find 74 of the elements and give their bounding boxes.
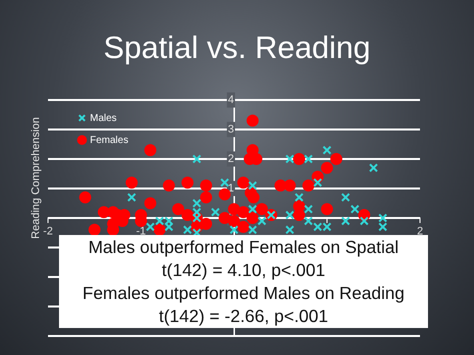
point xyxy=(321,203,333,216)
x-tick-label: -2 xyxy=(43,226,53,238)
point xyxy=(126,176,138,189)
annotation: Males outperformed Females on Spatial xyxy=(88,236,399,256)
chart-title: Spatial vs. Reading xyxy=(102,30,372,66)
point xyxy=(248,225,258,234)
annotation: t(142) = 4.10, p<.001 xyxy=(160,258,326,282)
point xyxy=(285,154,294,164)
y-tick-label: 3 xyxy=(228,124,234,136)
point xyxy=(322,146,332,155)
y-tick-label: 1 xyxy=(228,182,234,195)
point xyxy=(228,214,240,227)
point xyxy=(246,114,259,127)
point xyxy=(155,216,164,226)
x-tick-label: -1 xyxy=(136,226,146,238)
point xyxy=(144,197,156,210)
point xyxy=(285,210,294,220)
point xyxy=(237,206,250,218)
point xyxy=(321,162,333,174)
point xyxy=(304,216,313,226)
point xyxy=(200,180,212,192)
point xyxy=(220,178,230,188)
point xyxy=(162,180,175,192)
point xyxy=(285,225,294,234)
point xyxy=(228,203,240,216)
point xyxy=(237,220,250,233)
point xyxy=(210,208,220,217)
point xyxy=(322,222,332,232)
point xyxy=(182,209,194,222)
point xyxy=(172,203,184,216)
point xyxy=(368,163,378,172)
annotation: t(142) = -2.66, p<.001 xyxy=(158,304,330,328)
point xyxy=(248,181,258,190)
point xyxy=(144,144,156,156)
point xyxy=(302,180,314,192)
point xyxy=(330,153,342,165)
point xyxy=(313,222,322,232)
point xyxy=(182,176,194,189)
point xyxy=(248,191,260,204)
point xyxy=(200,218,212,230)
point xyxy=(257,216,266,226)
point xyxy=(154,224,166,236)
y-tick-label: 2 xyxy=(228,153,234,166)
point xyxy=(293,153,306,165)
point xyxy=(360,216,369,226)
annotation: Females outperformed Males on Reading xyxy=(82,282,406,304)
x-tick-label: 2 xyxy=(416,226,424,238)
y-axis-title: Reading Comprehension xyxy=(30,117,42,239)
y-tick-label: 4 xyxy=(228,94,234,106)
point xyxy=(350,204,360,214)
legend-label: Males xyxy=(90,112,117,124)
point xyxy=(256,203,268,216)
point xyxy=(127,192,136,202)
point xyxy=(218,188,231,200)
point xyxy=(341,216,350,226)
point xyxy=(146,222,155,232)
point xyxy=(293,209,306,222)
legend-label: Females xyxy=(90,134,128,146)
point xyxy=(229,225,239,234)
point xyxy=(88,224,100,236)
point xyxy=(304,204,313,214)
point xyxy=(248,204,258,214)
point xyxy=(237,176,250,189)
point xyxy=(192,154,202,164)
point xyxy=(341,192,350,202)
point xyxy=(284,180,296,192)
point xyxy=(182,225,192,234)
point xyxy=(313,178,322,188)
point xyxy=(304,154,313,164)
point xyxy=(218,212,231,224)
point xyxy=(246,212,259,224)
point xyxy=(79,191,92,204)
point xyxy=(294,192,304,202)
point xyxy=(200,191,212,204)
